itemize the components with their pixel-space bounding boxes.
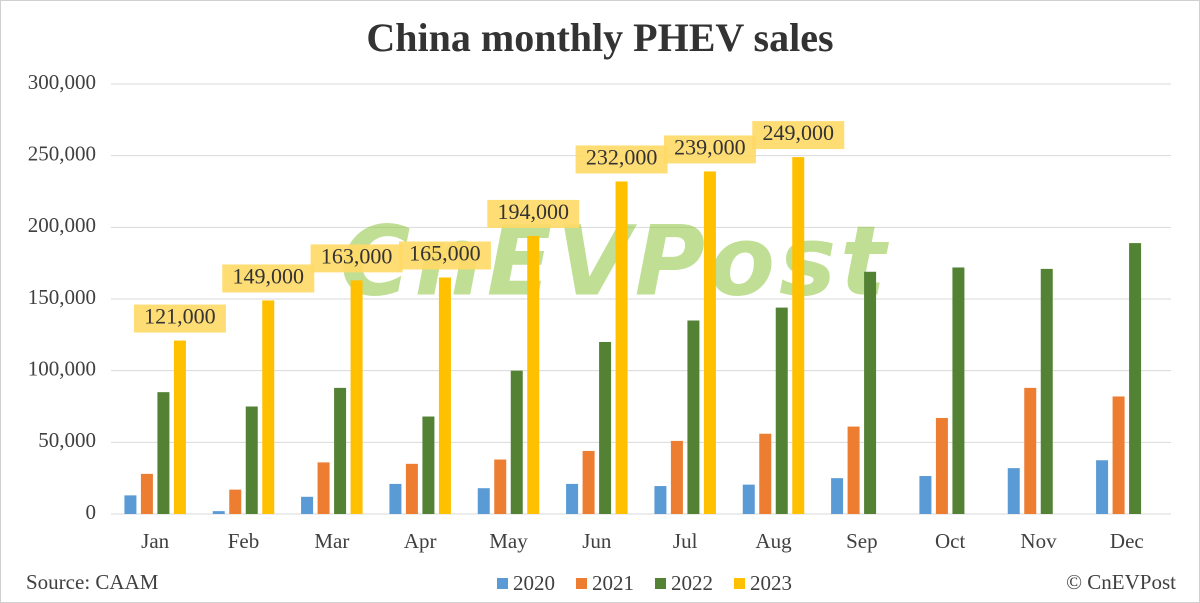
bar [687, 320, 700, 514]
bar [1007, 468, 1020, 514]
legend-label: 2022 [671, 571, 713, 595]
x-tick-label: Oct [935, 529, 965, 553]
value-label-box [575, 145, 668, 174]
bar [422, 416, 435, 514]
value-label-box [487, 199, 580, 228]
value-label-box [133, 304, 226, 333]
y-tick-label: 200,000 [28, 213, 96, 237]
x-tick-label: Jan [141, 529, 169, 553]
bar [1096, 460, 1109, 514]
bar [494, 459, 507, 514]
y-tick-label: 300,000 [28, 70, 96, 94]
bar [919, 476, 932, 514]
x-tick-label: Jul [673, 529, 698, 553]
bar [670, 440, 683, 514]
value-label: 121,000 [144, 304, 216, 329]
bar [654, 486, 667, 514]
legend-label: 2020 [513, 571, 555, 595]
bar [405, 463, 418, 514]
x-tick-label: Nov [1020, 529, 1057, 553]
bar [792, 157, 805, 514]
y-tick-label: 250,000 [28, 141, 96, 165]
value-label: 249,000 [763, 120, 835, 145]
bar [864, 271, 877, 514]
value-label-box [310, 244, 403, 273]
bar [124, 495, 137, 514]
value-label: 149,000 [233, 263, 305, 288]
value-label-box [663, 135, 756, 164]
bar [1129, 243, 1142, 514]
legend-swatch [734, 578, 745, 589]
bar [831, 478, 844, 514]
x-tick-label: Mar [314, 529, 349, 553]
bar [1112, 396, 1125, 514]
value-label-box [398, 241, 491, 270]
bar [229, 489, 242, 514]
value-label: 163,000 [321, 243, 393, 268]
bar [510, 370, 523, 514]
x-tick-label: Feb [228, 529, 260, 553]
x-tick-label: Dec [1110, 529, 1144, 553]
legend-label: 2023 [750, 571, 792, 595]
bar [1040, 268, 1053, 514]
bar [317, 462, 330, 514]
bar [847, 426, 860, 514]
credit: © CnEVPost [1066, 570, 1176, 594]
y-tick-label: 50,000 [38, 428, 96, 452]
y-tick-label: 150,000 [28, 285, 96, 309]
legend-swatch [576, 578, 587, 589]
bar [301, 496, 314, 514]
bar [742, 484, 755, 514]
value-label: 239,000 [674, 134, 746, 159]
bar [389, 483, 402, 514]
bar [775, 307, 788, 514]
bar [157, 392, 170, 514]
bar [703, 171, 716, 514]
bar [759, 433, 772, 514]
bar [438, 277, 451, 514]
bar [952, 267, 965, 514]
bar [350, 280, 363, 514]
chart-title: China monthly PHEV sales [366, 15, 833, 60]
x-tick-label: May [489, 529, 528, 553]
value-label-box [222, 264, 315, 293]
bar [262, 300, 275, 514]
bar [599, 342, 612, 514]
x-tick-label: Jun [582, 529, 612, 553]
value-label-box [752, 121, 845, 150]
x-tick-label: Aug [755, 529, 792, 553]
bar [173, 340, 186, 514]
x-tick-label: Apr [404, 529, 437, 553]
bar [527, 235, 540, 514]
legend-label: 2021 [592, 571, 634, 595]
value-label: 232,000 [586, 145, 658, 170]
bar [566, 483, 579, 514]
bar [582, 450, 595, 514]
bar [140, 473, 153, 514]
y-tick-label: 100,000 [28, 356, 96, 380]
value-label: 165,000 [409, 241, 481, 266]
legend-swatch [655, 578, 666, 589]
bar [334, 387, 347, 514]
bar [1024, 387, 1037, 514]
y-tick-label: 0 [86, 500, 97, 524]
source: Source: CAAM [26, 570, 159, 594]
bar [935, 417, 948, 514]
bar [245, 406, 258, 514]
bar [212, 511, 225, 514]
value-label: 194,000 [498, 199, 570, 224]
bar [615, 181, 628, 514]
legend-swatch [497, 578, 508, 589]
bar [477, 488, 490, 514]
x-tick-label: Sep [846, 529, 878, 553]
